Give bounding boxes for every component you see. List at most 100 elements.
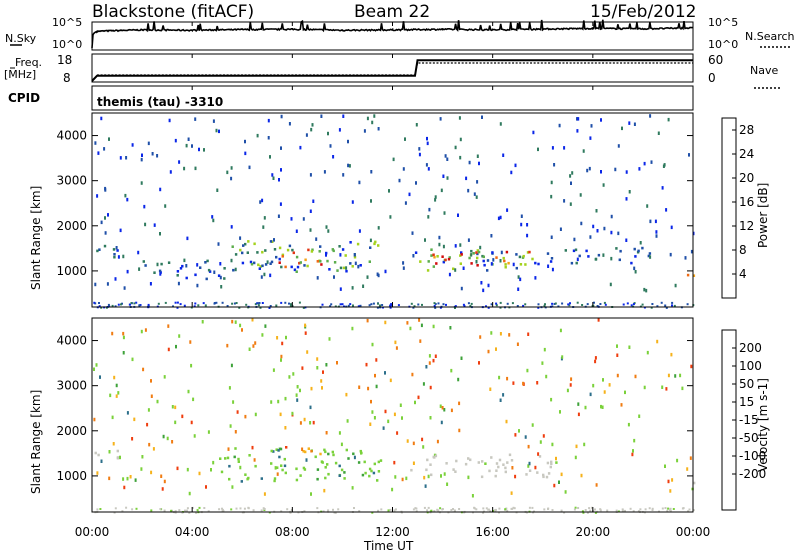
scatter-cell [250, 262, 254, 266]
scatter-cell [234, 430, 237, 434]
scatter-cell [167, 347, 170, 352]
scatter-cell [373, 114, 376, 118]
scatter-cell [299, 145, 302, 150]
scatter-cell [497, 465, 500, 469]
scatter-cell [115, 394, 118, 398]
scatter-cell [99, 508, 102, 510]
scatter-cell [569, 302, 571, 305]
scatter-cell [263, 216, 266, 220]
scatter-cell [267, 136, 270, 140]
scatter-cell [356, 242, 360, 246]
scatter-cell [163, 375, 166, 379]
scatter-cell [394, 508, 397, 511]
scatter-cell [669, 252, 672, 257]
scatter-cell [140, 467, 143, 471]
scatter-cell [140, 329, 143, 334]
scatter-cell [336, 269, 339, 272]
scatter-cell [560, 509, 563, 512]
scatter-cell [428, 354, 431, 358]
scatter-cell [360, 451, 362, 455]
scatter-cell [686, 273, 690, 277]
scatter-cell [109, 393, 112, 398]
scatter-cell [594, 508, 596, 511]
scatter-cell [634, 270, 637, 274]
colorbar-tick-label: 4 [739, 267, 747, 281]
scatter-cell [397, 304, 400, 307]
scatter-cell [570, 261, 574, 265]
scatter-cell [661, 385, 664, 389]
scatter-cell [178, 334, 181, 338]
scatter-cell [371, 511, 374, 514]
scatter-cell [342, 266, 346, 270]
scatter-cell [602, 253, 605, 257]
scatter-cell [233, 455, 236, 459]
scatter-cell [277, 399, 280, 404]
scatter-cell [219, 275, 222, 280]
scatter-cell [606, 509, 609, 512]
scatter-cell [373, 242, 376, 246]
scatter-cell [138, 304, 141, 307]
scatter-cell [389, 306, 392, 309]
scatter-cell [660, 301, 663, 304]
scatter-cell [168, 118, 171, 123]
scatter-cell [323, 170, 326, 174]
scatter-cell [100, 459, 103, 463]
scatter-cell [632, 303, 635, 306]
scatter-cell [263, 492, 266, 496]
scatter-cell [651, 509, 654, 511]
scatter-cell [690, 364, 693, 369]
scatter-cell [285, 446, 288, 449]
scatter-cell [620, 403, 623, 407]
scatter-cell [299, 388, 301, 393]
scatter-cell [615, 509, 618, 512]
scatter-cell [208, 270, 212, 273]
scatter-cell [96, 508, 99, 511]
scatter-cell [656, 305, 659, 308]
scatter-cell [671, 478, 674, 482]
scatter-cell [239, 248, 242, 252]
scatter-cell [114, 277, 117, 281]
scatter-cell [104, 231, 107, 235]
scatter-cell [359, 304, 362, 307]
scatter-cell [374, 373, 376, 378]
x-axis-label: Time UT [363, 539, 414, 553]
scatter-cell [471, 494, 474, 498]
scatter-cell [259, 200, 262, 204]
scatter-cell [279, 202, 282, 206]
y-tick-label: 2000 [56, 219, 87, 233]
scatter-cell [603, 301, 606, 304]
scatter-cell [433, 510, 436, 513]
scatter-cell [440, 474, 442, 478]
scatter-cell [280, 301, 283, 304]
scatter-cell [391, 487, 394, 492]
scatter-cell [406, 321, 409, 325]
scatter-cell [414, 507, 417, 510]
scatter-cell [169, 170, 172, 174]
scatter-cell [558, 123, 561, 128]
scatter-cell [594, 257, 598, 261]
colorbar-tick-label: -50 [739, 431, 759, 445]
scatter-cell [291, 411, 294, 416]
scatter-cell [203, 148, 205, 152]
scatter-cell [336, 361, 338, 365]
scatter-cell [671, 304, 673, 307]
scatter-cell [547, 264, 550, 268]
scatter-cell [369, 238, 372, 243]
scatter-cell [502, 153, 505, 157]
scatter-cell [627, 422, 630, 427]
scatter-cell [280, 168, 282, 172]
scatter-cell [454, 305, 457, 308]
scatter-cell [96, 249, 99, 253]
scatter-cell [499, 332, 502, 336]
scatter-cell [468, 256, 471, 260]
scatter-cell [457, 377, 460, 382]
scatter-cell [130, 302, 133, 304]
scatter-cell [458, 116, 461, 120]
scatter-cell [257, 263, 260, 267]
scatter-cell [284, 471, 287, 475]
scatter-cell [646, 204, 649, 208]
scatter-cell [142, 260, 145, 263]
scatter-cell [194, 273, 197, 277]
scatter-cell [339, 266, 343, 270]
scatter-cell [494, 509, 496, 512]
